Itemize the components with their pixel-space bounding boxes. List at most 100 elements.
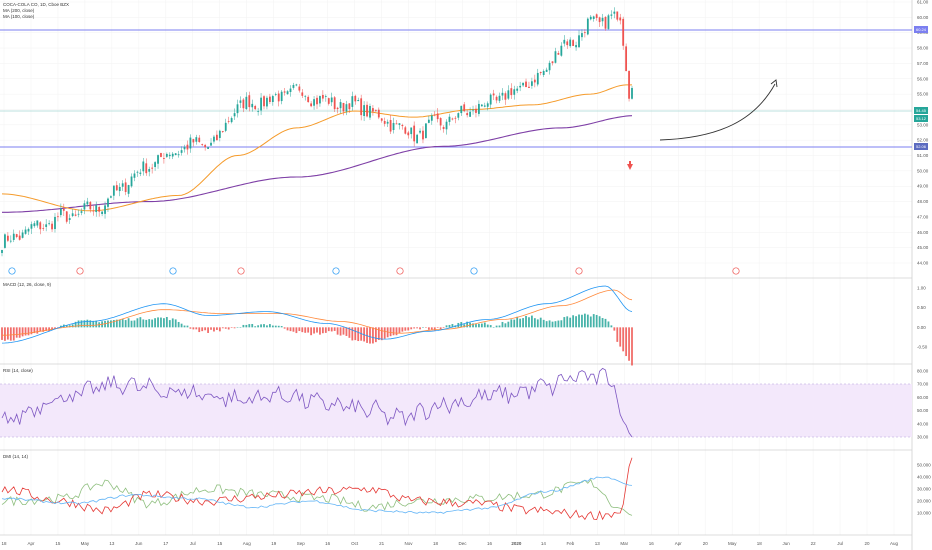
dividend-marker-icon[interactable]	[470, 267, 478, 275]
candle-down	[401, 124, 404, 127]
candle-up	[48, 223, 51, 225]
candle-up	[213, 136, 215, 142]
dividend-marker-icon[interactable]	[332, 267, 340, 275]
macd-histogram-bar	[439, 327, 442, 330]
candle-up	[12, 233, 15, 240]
dividend-marker-icon[interactable]	[8, 267, 16, 275]
macd-histogram-bar	[112, 319, 115, 328]
candle-up	[36, 220, 39, 226]
time-axis-label: 18	[1, 541, 7, 546]
macd-histogram-bar	[480, 323, 483, 328]
macd-histogram-bar	[319, 327, 321, 335]
ma200-legend[interactable]: MA (200, close)	[3, 8, 35, 13]
candle-up	[545, 69, 548, 72]
candle-up	[419, 130, 421, 133]
macd-histogram-bar	[522, 318, 524, 328]
rsi-axis-label: 30.00	[917, 435, 929, 440]
candle-down	[389, 120, 392, 132]
candle-down	[160, 153, 162, 157]
macd-histogram-bar	[186, 325, 189, 328]
candle-down	[510, 88, 513, 96]
macd-histogram-bar	[274, 325, 277, 328]
candle-down	[504, 93, 507, 100]
macd-histogram-bar	[180, 323, 183, 328]
earnings-marker-icon[interactable]	[76, 267, 84, 275]
candle-up	[522, 82, 524, 86]
macd-histogram-bar	[1, 327, 3, 340]
candle-up	[589, 16, 592, 20]
forecast-arrow[interactable]	[659, 83, 776, 141]
macd-histogram-bar	[581, 314, 583, 328]
dividend-marker-icon[interactable]	[169, 267, 177, 275]
candle-up	[30, 224, 33, 229]
rsi-line	[1, 367, 633, 438]
candle-down	[495, 96, 498, 101]
candle-up	[501, 92, 504, 96]
macd-histogram-bar	[207, 327, 209, 333]
grid-lines	[0, 0, 912, 535]
macd-histogram-bar	[475, 324, 477, 328]
candle-up	[513, 89, 516, 95]
time-axis-label: 14	[541, 541, 547, 546]
support-price-text: 52.06	[916, 144, 927, 149]
candle-up	[486, 103, 489, 107]
macd-histogram-bar	[74, 321, 77, 328]
dmi-lines	[1, 457, 633, 521]
candle-down	[604, 16, 607, 29]
macd-histogram-bar	[333, 327, 336, 331]
macd-histogram-bar	[419, 327, 421, 330]
candle-up	[251, 103, 254, 108]
candle-up	[233, 113, 236, 117]
macd-histogram-bar	[21, 327, 24, 337]
time-axis-label: 19	[271, 541, 277, 546]
candle-up	[171, 153, 174, 157]
candle-up	[427, 119, 430, 123]
macd-histogram-bar	[586, 314, 589, 328]
macd-histogram-bar	[436, 327, 439, 328]
macd-histogram-bar	[398, 327, 401, 333]
macd-histogram-bar	[348, 327, 351, 338]
candle-up	[83, 203, 86, 210]
candle-up	[445, 121, 448, 130]
earnings-marker-icon[interactable]	[575, 267, 583, 275]
dmi-legend[interactable]: DMI (14, 14)	[3, 454, 29, 459]
macd-histogram-bar	[369, 327, 371, 344]
ma100-line	[1, 84, 632, 212]
price-axis-label: 49.00	[917, 184, 929, 189]
earnings-marker-icon[interactable]	[732, 267, 740, 275]
candle-up	[369, 106, 371, 118]
macd-legend[interactable]: MACD (12, 26, close, 9)	[3, 282, 52, 287]
macd-histogram-bar	[263, 324, 265, 328]
time-axis-label: 21	[379, 541, 385, 546]
candle-up	[224, 122, 227, 131]
macd-histogram-bar	[295, 327, 298, 334]
macd-histogram-bar	[148, 319, 151, 328]
rsi-legend[interactable]: RSI (14, close)	[3, 368, 33, 373]
time-axis-label: 20	[703, 541, 709, 546]
price-axis-label: 50.00	[917, 168, 929, 173]
candle-down	[301, 92, 304, 96]
macd-histogram-bar	[6, 327, 9, 340]
symbol-legend[interactable]: COCA-COLA CO, 1D, Cboe BZX	[3, 2, 69, 7]
macd-histogram-bar	[478, 323, 480, 328]
macd-histogram-bar	[142, 319, 145, 328]
macd-histogram-bar	[301, 327, 304, 333]
macd-histogram-bar	[545, 321, 548, 328]
earnings-marker-icon[interactable]	[237, 267, 245, 275]
earnings-marker-icon[interactable]	[396, 267, 404, 275]
candle-down	[298, 86, 301, 91]
ma100-legend[interactable]: MA (100, close)	[3, 14, 35, 19]
macd-histogram-bar	[210, 327, 212, 330]
candle-up	[139, 172, 142, 174]
macd-histogram-bar	[139, 317, 142, 328]
candle-up	[59, 208, 62, 216]
macd-histogram-bar	[92, 320, 95, 328]
candle-down	[310, 103, 313, 107]
candle-down	[622, 18, 625, 46]
price-axis-label: 57.00	[917, 61, 929, 66]
candle-up	[68, 218, 71, 220]
ma-price-text: 53.12	[916, 116, 927, 121]
macd-histogram-bar	[416, 327, 418, 329]
down-arrow-icon	[627, 164, 633, 170]
